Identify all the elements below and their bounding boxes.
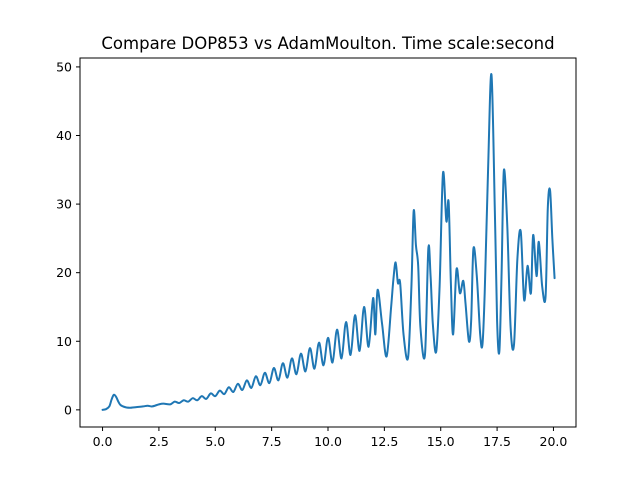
x-tick-label: 5.0 <box>205 434 225 449</box>
y-tick-label: 0 <box>64 402 72 417</box>
y-tick-label: 30 <box>56 197 72 212</box>
y-tick-label: 10 <box>56 334 72 349</box>
x-tick-label: 20.0 <box>540 434 568 449</box>
x-tick-label: 2.5 <box>149 434 169 449</box>
y-tick-label: 20 <box>56 265 72 280</box>
plot-frame <box>79 57 577 428</box>
chart-title: Compare DOP853 vs AdamMoulton. Time scal… <box>101 34 554 53</box>
x-tick-label: 10.0 <box>314 434 342 449</box>
x-tick-label: 12.5 <box>370 434 398 449</box>
series-line-0 <box>101 73 556 411</box>
x-tick-label: 17.5 <box>483 434 511 449</box>
y-tick-label: 50 <box>56 59 72 74</box>
y-tick-label: 40 <box>56 128 72 143</box>
x-axis-ticks: 0.0 2.5 5.0 7.5 10.0 12.5 15.0 17.5 20.0 <box>93 427 568 449</box>
x-tick-label: 0.0 <box>93 434 113 449</box>
y-axis-ticks: 0 10 20 30 40 50 <box>56 59 80 417</box>
series-layer <box>101 73 556 411</box>
x-tick-label: 15.0 <box>427 434 455 449</box>
x-tick-label: 7.5 <box>262 434 282 449</box>
